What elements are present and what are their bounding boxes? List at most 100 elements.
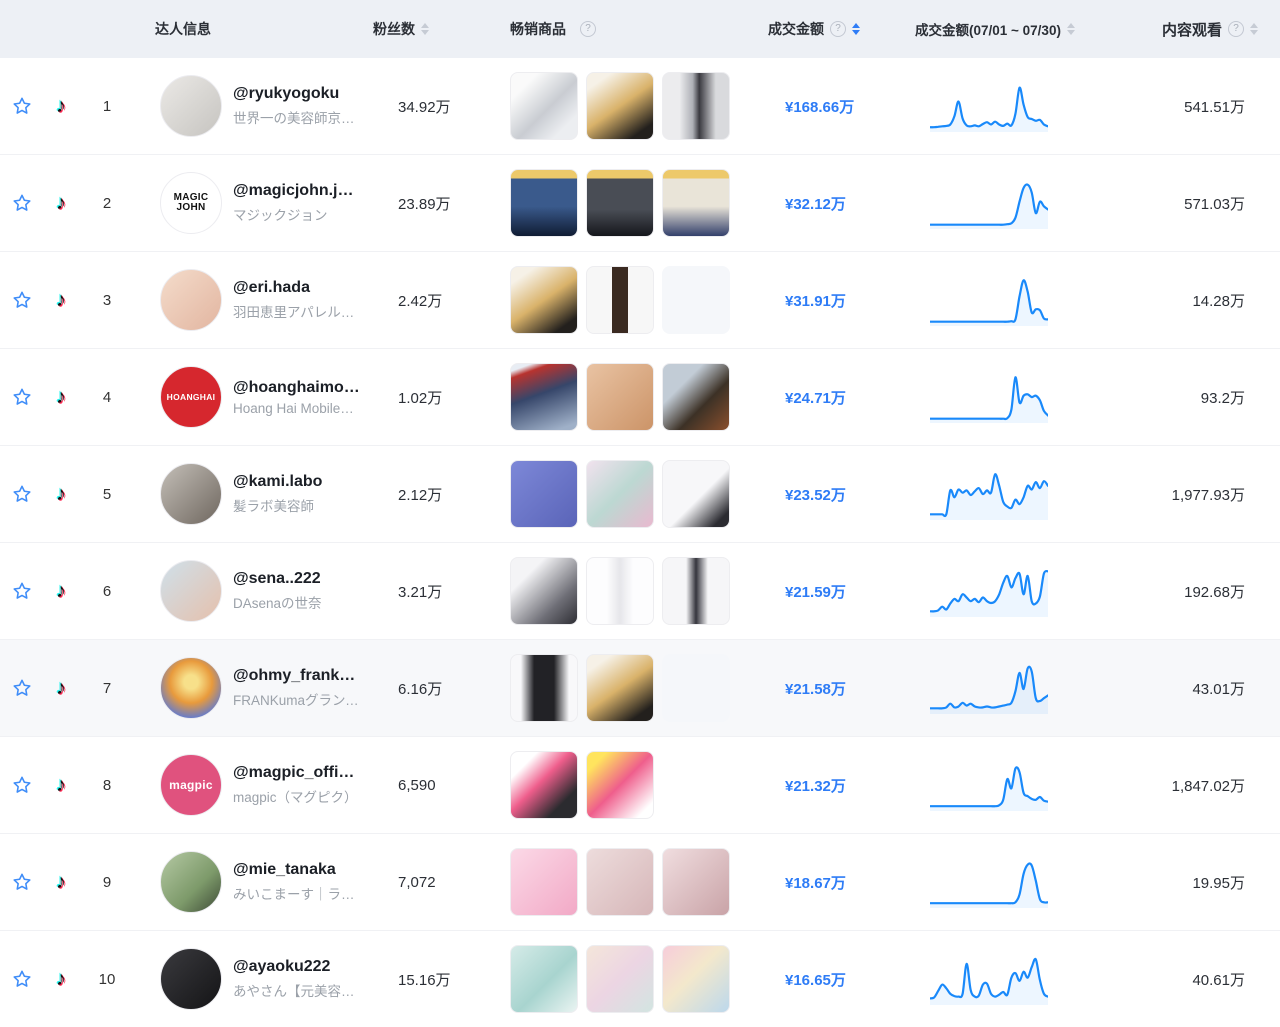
help-icon[interactable]: ? <box>1228 21 1244 37</box>
gmv-amount[interactable]: ¥21.59万 <box>785 583 846 601</box>
sort-carets-icon[interactable] <box>1250 23 1258 35</box>
sort-carets-icon[interactable] <box>421 23 429 35</box>
username[interactable]: @sena..222 <box>233 570 321 587</box>
gmv-amount[interactable]: ¥23.52万 <box>785 486 846 504</box>
col-gmv-header[interactable]: 成交金额 ? <box>760 19 905 39</box>
tiktok-icon[interactable]: ♪ ♪ ♪ <box>54 481 68 507</box>
avatar-magpic-logo[interactable]: magpic <box>160 754 222 816</box>
username[interactable]: @eri.hada <box>233 279 310 296</box>
gmv-amount[interactable]: ¥32.12万 <box>785 195 846 213</box>
col-gmv-label: 成交金额 <box>768 21 824 37</box>
gmv-amount[interactable]: ¥31.91万 <box>785 292 846 310</box>
product-thumbnails <box>470 363 760 431</box>
product-thumb-magnetic-phone-mount[interactable] <box>662 460 730 528</box>
product-thumb-silver-tube[interactable] <box>662 72 730 140</box>
avatar-magic-john-logo[interactable]: MAGIC JOHN <box>160 172 222 234</box>
col-views-header[interactable]: 内容观看 ? <box>1105 19 1280 40</box>
avatar-gold-award-badge[interactable] <box>160 657 222 719</box>
tiktok-icon[interactable]: ♪ ♪ ♪ <box>54 287 68 313</box>
favorite-star-icon[interactable] <box>11 289 33 311</box>
favorite-star-icon[interactable] <box>11 580 33 602</box>
gmv-amount[interactable]: ¥18.67万 <box>785 874 846 892</box>
product-thumb-charging-cables[interactable] <box>586 169 654 237</box>
favorite-star-icon[interactable] <box>11 95 33 117</box>
followers-count: 34.92万 <box>398 98 451 116</box>
favorite-star-icon[interactable] <box>11 386 33 408</box>
username[interactable]: @ryukyogoku <box>233 85 340 102</box>
username[interactable]: @hoanghaimo… <box>233 378 360 396</box>
product-thumb-screen-protector-kit[interactable] <box>662 169 730 237</box>
col-gmv-trend-header[interactable]: 成交金额(07/01 ~ 07/30) <box>905 19 1105 39</box>
product-thumb-luxury-watch[interactable] <box>662 363 730 431</box>
product-thumb-silk-pillowcase-pair[interactable] <box>662 848 730 916</box>
tiktok-icon[interactable]: ♪ ♪ ♪ <box>54 93 68 119</box>
avatar-smiling-woman[interactable] <box>160 269 222 331</box>
help-icon[interactable]: ? <box>830 21 846 37</box>
tiktok-icon[interactable]: ♪ ♪ ♪ <box>54 772 68 798</box>
favorite-star-icon[interactable] <box>11 483 33 505</box>
avatar-black-outfit-person[interactable] <box>160 948 222 1010</box>
rank-number: 9 <box>102 873 112 891</box>
product-thumb-smartphone-promo[interactable] <box>510 363 578 431</box>
product-thumb-pink-beauty-compact[interactable] <box>510 848 578 916</box>
sort-carets-icon[interactable] <box>1066 23 1075 35</box>
product-thumb-hair-dryer-purple-ring[interactable] <box>662 557 730 625</box>
table-row: ♪♪♪ 1 @ryukyogoku 世界一の美容師京極琉… 34.92万 ¥16… <box>0 58 1280 154</box>
username[interactable]: @ayaoku222 <box>233 958 331 975</box>
product-thumb-gold-serum-black-box[interactable] <box>586 654 654 722</box>
product-thumb-hair-straightener[interactable] <box>510 72 578 140</box>
tiktok-icon[interactable]: ♪ ♪ ♪ <box>54 578 68 604</box>
product-thumb-black-hair-dryer-set[interactable] <box>510 654 578 722</box>
username[interactable]: @magpic_offic… <box>233 764 360 781</box>
product-thumb-serum-promo-card[interactable] <box>510 945 578 1013</box>
views-count: 541.51万 <box>1184 98 1245 116</box>
avatar-hoanghai-logo[interactable]: HOANGHAI <box>160 366 222 428</box>
product-thumb-gold-serum-black-box[interactable] <box>510 266 578 334</box>
rank-number: 10 <box>98 970 116 988</box>
product-thumb-screen-protector-dark[interactable] <box>510 169 578 237</box>
product-thumb-magpic-grip-campaign[interactable] <box>586 751 654 819</box>
username[interactable]: @kami.labo <box>233 473 323 490</box>
tiktok-icon[interactable]: ♪ ♪ ♪ <box>54 384 68 410</box>
tiktok-icon[interactable]: ♪ ♪ ♪ <box>54 966 68 992</box>
product-thumb-open-ear-earbuds[interactable] <box>510 557 578 625</box>
product-thumb-white-spray-bottle[interactable] <box>586 557 654 625</box>
product-thumb-gold-serum-black-box[interactable] <box>586 72 654 140</box>
username[interactable]: @ohmy_frank0… <box>233 667 360 684</box>
tiktok-icon[interactable]: ♪ ♪ ♪ <box>54 675 68 701</box>
favorite-star-icon[interactable] <box>11 871 33 893</box>
product-thumb-silk-pillowcase[interactable] <box>586 848 654 916</box>
gmv-amount[interactable]: ¥21.32万 <box>785 777 846 795</box>
col-followers-header[interactable]: 粉丝数 <box>360 19 470 39</box>
col-gmv-trend-label: 成交金额(07/01 ~ 07/30) <box>915 23 1061 38</box>
product-thumb-handheld-fans[interactable] <box>510 460 578 528</box>
product-thumb-rose-gold-watch[interactable] <box>586 363 654 431</box>
product-thumb-magpic-phone-grip[interactable] <box>510 751 578 819</box>
product-thumb-pastel-tumblers[interactable] <box>586 460 654 528</box>
help-icon[interactable]: ? <box>580 21 596 37</box>
rank-number: 4 <box>102 388 112 406</box>
tiktok-icon[interactable]: ♪ ♪ ♪ <box>54 869 68 895</box>
product-thumb-powder-compact-card[interactable] <box>586 945 654 1013</box>
favorite-star-icon[interactable] <box>11 968 33 990</box>
gmv-amount[interactable]: ¥16.65万 <box>785 971 846 989</box>
avatar-man-with-hairdryer[interactable] <box>160 463 222 525</box>
tiktok-icon[interactable]: ♪ ♪ ♪ <box>54 190 68 216</box>
product-thumb-beauty-week-collab[interactable] <box>662 945 730 1013</box>
favorite-star-icon[interactable] <box>11 192 33 214</box>
sort-carets-active-icon[interactable] <box>852 23 860 35</box>
username[interactable]: @magicjohn.ja… <box>233 182 360 199</box>
gmv-amount[interactable]: ¥24.71万 <box>785 389 846 407</box>
avatar-woman-in-park[interactable] <box>160 851 222 913</box>
username[interactable]: @mie_tanaka <box>233 861 336 878</box>
col-products-label: 畅销商品 <box>510 21 566 37</box>
avatar-short-hair-woman[interactable] <box>160 560 222 622</box>
avatar-gray-haired-stylist[interactable] <box>160 75 222 137</box>
views-count: 1,847.02万 <box>1171 777 1245 795</box>
product-thumb-brown-slim-bottle[interactable] <box>586 266 654 334</box>
favorite-star-icon[interactable] <box>11 774 33 796</box>
favorite-star-icon[interactable] <box>11 677 33 699</box>
gmv-amount[interactable]: ¥168.66万 <box>785 98 855 116</box>
gmv-amount[interactable]: ¥21.58万 <box>785 680 846 698</box>
